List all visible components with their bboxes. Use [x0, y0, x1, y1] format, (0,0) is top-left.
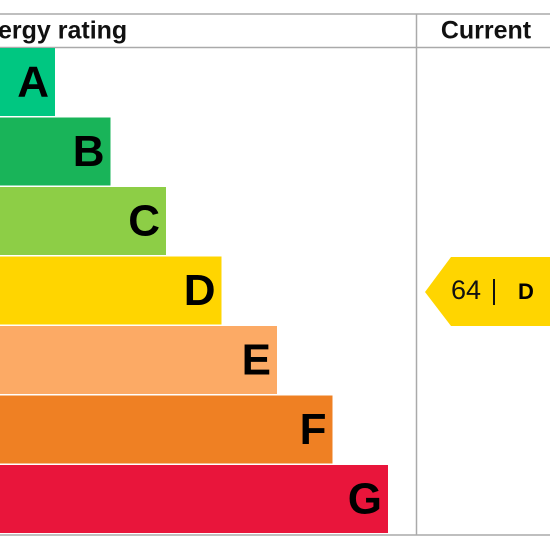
band-bar — [0, 465, 388, 533]
band-letter: A — [17, 57, 49, 106]
band-letter: E — [242, 335, 271, 384]
current-arrow: 64 D — [425, 257, 550, 326]
current-band: D — [518, 279, 534, 304]
band-bar — [0, 395, 333, 464]
band-letter: F — [300, 405, 327, 454]
current-header: Current — [441, 17, 532, 45]
band-bar — [0, 256, 222, 325]
band-bar — [0, 326, 277, 394]
column-title: ergy rating — [0, 17, 127, 45]
band-letter: G — [348, 474, 382, 523]
band-bar — [0, 117, 111, 186]
band-letter: D — [184, 266, 216, 315]
band-bar — [0, 187, 166, 255]
band-letter: B — [73, 127, 105, 176]
current-score: 64 — [451, 275, 481, 305]
arrow-shape — [425, 257, 550, 326]
band-letter: C — [128, 196, 160, 245]
band-bar — [0, 48, 55, 116]
